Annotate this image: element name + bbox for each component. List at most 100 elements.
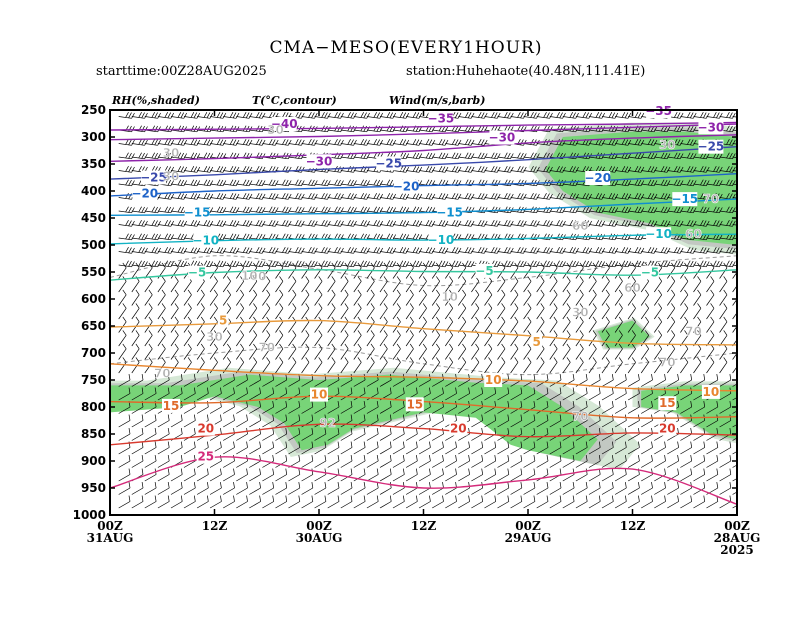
wind-barb (405, 303, 414, 320)
wind-barb (249, 289, 258, 306)
wind-barb (654, 193, 671, 200)
wind-barb (170, 193, 188, 200)
wind-barb (654, 166, 671, 173)
wind-barb (614, 495, 627, 509)
wind-barb (562, 495, 575, 509)
wind-barb (131, 357, 140, 374)
y-tick-label: 250 (81, 103, 106, 117)
wind-barb (419, 139, 436, 146)
wind-barb (236, 330, 244, 347)
isotherm-label: −25 (140, 171, 167, 185)
wind-barb (432, 414, 444, 428)
wind-barb (196, 401, 209, 414)
wind-barb (719, 468, 732, 482)
wind-barb (131, 233, 148, 241)
wind-barb (693, 482, 706, 495)
wind-barb (654, 179, 671, 187)
wind-barb (236, 193, 253, 200)
wind-barb (641, 166, 658, 173)
wind-barb (549, 166, 566, 173)
wind-barb (418, 414, 431, 428)
wind-barb (157, 139, 175, 146)
wind-barb (144, 206, 161, 214)
wind-barb (680, 125, 697, 133)
wind-barb (144, 303, 153, 320)
wind-barb (288, 482, 301, 495)
wind-barb (628, 139, 645, 146)
wind-barb (131, 495, 144, 509)
wind-barb (222, 343, 231, 360)
wind-barb (314, 357, 323, 374)
wind-barb (601, 220, 619, 227)
wind-barb (144, 152, 161, 160)
wind-barb (249, 139, 266, 146)
wind-barb (497, 112, 514, 119)
wind-barb (144, 289, 153, 306)
wind-barb (236, 289, 244, 306)
wind-barb (288, 220, 305, 227)
wind-barb (183, 401, 196, 414)
wind-barb (458, 112, 475, 119)
wind-barb (170, 289, 179, 306)
wind-barb (458, 495, 470, 509)
wind-barb (458, 482, 470, 495)
rh-contour-label: 30 (267, 123, 284, 137)
wind-barb (510, 316, 519, 333)
wind-barb (196, 495, 209, 509)
wind-barb (157, 374, 170, 387)
wind-barb (732, 224, 737, 226)
wind-barb (680, 482, 693, 495)
wind-barb (536, 316, 545, 333)
wind-barb (183, 289, 192, 306)
y-tick-label: 850 (81, 427, 106, 441)
wind-barb (210, 193, 227, 200)
wind-barb (209, 374, 222, 387)
wind-barb (523, 343, 532, 360)
wind-barb (693, 495, 706, 509)
wind-barb (170, 374, 183, 387)
wind-barb (223, 468, 235, 482)
wind-barb (497, 262, 506, 279)
wind-barb (301, 468, 314, 482)
wind-barb (170, 414, 183, 428)
wind-barb (615, 139, 632, 146)
isotherm-label-bg (640, 265, 659, 280)
wind-barb (301, 495, 314, 509)
wind-barb (536, 206, 553, 214)
wind-barb (562, 112, 579, 119)
wind-barb (366, 441, 379, 455)
wind-barb (445, 387, 457, 401)
wind-barb (719, 455, 732, 468)
wind-barb (197, 193, 214, 200)
wind-barb (680, 206, 697, 214)
wind-barb (392, 289, 401, 306)
wind-barb (575, 330, 584, 347)
wind-barb (719, 316, 728, 333)
wind-barb (549, 495, 562, 509)
wind-barb (614, 374, 627, 387)
wind-barb (706, 468, 719, 482)
isotherm--25 (110, 146, 737, 180)
wind-barb (706, 401, 719, 414)
wind-barb (471, 428, 484, 441)
isotherm-label: 25 (197, 450, 214, 464)
rh-band-90-plus (110, 374, 598, 461)
rh-contour-label: 92 (319, 416, 336, 430)
wind-barb (719, 441, 732, 455)
wind-barb (706, 193, 723, 200)
wind-barb (732, 116, 737, 118)
wind-barb (588, 316, 597, 333)
wind-barb (536, 193, 553, 200)
wind-barb (223, 179, 240, 187)
wind-barb (667, 139, 684, 146)
wind-barb (732, 210, 737, 212)
wind-barb (719, 112, 736, 119)
wind-barb (314, 330, 323, 347)
wind-barb (706, 316, 715, 333)
wind-barb (497, 166, 514, 173)
wind-barb (693, 193, 710, 200)
wind-barb (445, 276, 453, 293)
isotherm-label-bg (531, 335, 543, 350)
wind-barb (183, 220, 201, 227)
wind-barb (353, 428, 366, 441)
